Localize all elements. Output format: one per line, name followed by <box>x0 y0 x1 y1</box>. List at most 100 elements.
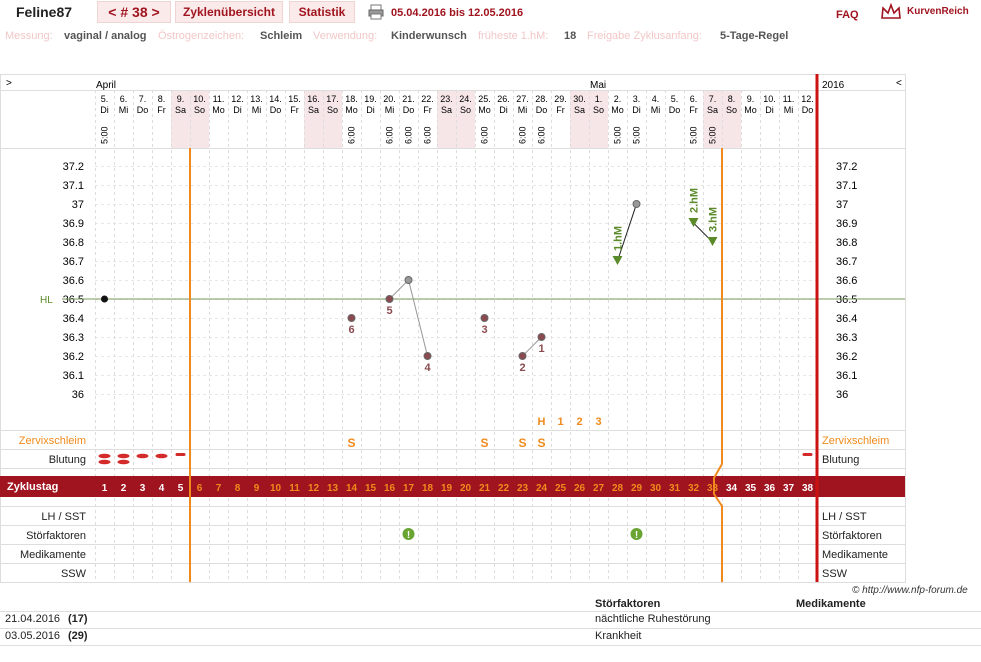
day-number: 9. <box>747 94 755 104</box>
cycle-day-number: 18 <box>422 483 434 494</box>
weekday: Do <box>669 105 681 115</box>
temp-tick-right: 36.9 <box>836 218 857 230</box>
weekday: Fr <box>423 105 432 115</box>
cycle-day-number: 21 <box>479 483 491 494</box>
temp-label: 1.hM <box>613 226 625 251</box>
row-label-right: Zervixschleim <box>822 435 889 447</box>
frueheste-value: 18 <box>564 30 577 42</box>
weekday: Mo <box>345 105 358 115</box>
weekday: Sa <box>707 105 718 115</box>
kurvenreich-logo[interactable]: KurvenReich <box>880 2 980 23</box>
row-day: (17) <box>68 613 88 625</box>
warning-icon <box>402 528 415 540</box>
copyright: © http://www.nfp-forum.de <box>852 585 968 596</box>
cycle-day-number: 4 <box>159 483 165 494</box>
cycle-day-number: 30 <box>650 483 662 494</box>
zyklustag-band <box>0 476 905 497</box>
measure-time: 6:00 <box>385 126 395 144</box>
day-number: 2. <box>614 94 622 104</box>
mucus-marker: H <box>538 416 546 428</box>
weekend-shade <box>722 90 741 148</box>
cycle-day-number: 17 <box>403 483 415 494</box>
measure-time: 5:00 <box>689 126 699 144</box>
measure-time: 6:00 <box>404 126 414 144</box>
verwendung-value: Kinderwunsch <box>391 30 467 42</box>
day-number: 29. <box>554 94 567 104</box>
weekend-shade <box>456 90 475 148</box>
messung-label: Messung: <box>5 30 53 42</box>
faq-link[interactable]: FAQ <box>836 9 859 21</box>
messung-value: vaginal / analog <box>64 30 147 42</box>
weekday: Di <box>632 105 641 115</box>
weekday: Fr <box>689 105 698 115</box>
brand-name: KurvenReich <box>907 6 969 17</box>
temp-label: 6 <box>348 324 354 336</box>
row-date: 03.05.2016 <box>5 630 61 642</box>
weekday: Mo <box>744 105 757 115</box>
weekday: Di <box>366 105 375 115</box>
temp-tick-right: 37 <box>836 199 848 211</box>
month-april: April <box>96 80 116 91</box>
weekend-shade <box>304 90 323 148</box>
cycle-day-number: 33 <box>707 483 719 494</box>
weekday: Fr <box>157 105 166 115</box>
username: Feline87 <box>16 4 73 20</box>
measure-time: 6:00 <box>347 126 357 144</box>
day-number: 6. <box>120 94 128 104</box>
weekend-shade <box>323 90 342 148</box>
temp-point <box>612 256 623 265</box>
weekday: Fr <box>556 105 565 115</box>
print-icon[interactable] <box>368 4 384 20</box>
bleeding-mark <box>802 453 813 456</box>
weekday: Di <box>499 105 508 115</box>
weekend-shade <box>171 90 190 148</box>
temp-point <box>707 237 718 246</box>
hl-label: HL <box>40 295 53 306</box>
day-number: 18. <box>345 94 358 104</box>
day-number: 26. <box>497 94 510 104</box>
weekend-shade <box>570 90 589 148</box>
temp-tick-left: 36.5 <box>63 294 84 306</box>
cycle-day-number: 22 <box>498 483 510 494</box>
cycle-day-number: 20 <box>460 483 472 494</box>
row-label-left: Zervixschleim <box>19 435 86 447</box>
table-row: 21.04.2016 (17) nächtliche Ruhestörung <box>5 613 975 629</box>
cycle-day-number: 14 <box>346 483 358 494</box>
temp-label: 5 <box>386 305 392 317</box>
cycle-nav[interactable]: < # 38 > <box>97 1 171 23</box>
day-number: 12. <box>231 94 244 104</box>
tab-zyklenuebersicht[interactable]: Zyklenübersicht <box>175 1 283 23</box>
temp-tick-left: 37.1 <box>63 180 84 192</box>
measure-time: 6:00 <box>518 126 528 144</box>
day-number: 19. <box>364 94 377 104</box>
day-number: 12. <box>801 94 814 104</box>
measure-time: 5:00 <box>632 126 642 144</box>
cycle-day-number: 28 <box>612 483 624 494</box>
crown-icon <box>881 2 901 19</box>
day-number: 24. <box>459 94 472 104</box>
bleeding-mark <box>98 453 111 459</box>
cycle-day-number: 10 <box>270 483 282 494</box>
temp-tick-right: 36.1 <box>836 370 857 382</box>
day-number: 10. <box>193 94 206 104</box>
temp-tick-left: 36.8 <box>63 237 84 249</box>
temp-point <box>404 276 413 284</box>
day-number: 25. <box>478 94 491 104</box>
temp-label: 2 <box>519 362 525 374</box>
mucus-marker: 3 <box>595 416 601 428</box>
tab-statistik[interactable]: Statistik <box>289 1 355 23</box>
row-label-left: Zyklustag <box>7 481 58 493</box>
temp-tick-right: 36.4 <box>836 313 857 325</box>
zervix-mark: S <box>347 436 355 450</box>
cycle-day-number: 32 <box>688 483 700 494</box>
weekday: So <box>460 105 471 115</box>
cycle-day-number: 37 <box>783 483 795 494</box>
cycle-day-number: 3 <box>140 483 146 494</box>
temp-point <box>423 352 432 360</box>
day-number: 8. <box>158 94 166 104</box>
temp-tick-right: 36.7 <box>836 256 857 268</box>
warning-icon <box>630 528 643 540</box>
cover-line <box>713 463 723 582</box>
day-number: 10. <box>763 94 776 104</box>
row-label-right: Störfaktoren <box>822 530 882 542</box>
